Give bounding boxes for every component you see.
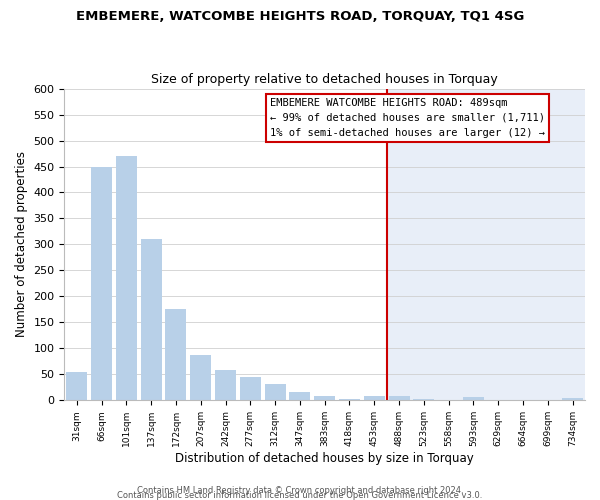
- Bar: [190, 354, 211, 401]
- Bar: [364, 396, 385, 400]
- Bar: [386, 88, 585, 401]
- Bar: [140, 240, 162, 400]
- Bar: [339, 399, 360, 400]
- Bar: [91, 166, 112, 400]
- Bar: [64, 88, 386, 401]
- Bar: [289, 392, 310, 400]
- Text: Contains HM Land Registry data © Crown copyright and database right 2024.: Contains HM Land Registry data © Crown c…: [137, 486, 463, 495]
- Text: EMBEMERE, WATCOMBE HEIGHTS ROAD, TORQUAY, TQ1 4SG: EMBEMERE, WATCOMBE HEIGHTS ROAD, TORQUAY…: [76, 10, 524, 23]
- Bar: [116, 156, 137, 400]
- Bar: [240, 378, 261, 400]
- Bar: [413, 399, 434, 400]
- Bar: [265, 384, 286, 400]
- Y-axis label: Number of detached properties: Number of detached properties: [15, 152, 28, 338]
- Bar: [463, 397, 484, 400]
- Bar: [215, 370, 236, 400]
- Bar: [389, 396, 410, 400]
- Bar: [562, 398, 583, 400]
- Title: Size of property relative to detached houses in Torquay: Size of property relative to detached ho…: [151, 73, 498, 86]
- Text: Contains public sector information licensed under the Open Government Licence v3: Contains public sector information licen…: [118, 491, 482, 500]
- Bar: [166, 310, 187, 400]
- Bar: [66, 372, 88, 400]
- Text: EMBEMERE WATCOMBE HEIGHTS ROAD: 489sqm
← 99% of detached houses are smaller (1,7: EMBEMERE WATCOMBE HEIGHTS ROAD: 489sqm ←…: [270, 98, 545, 138]
- Bar: [314, 396, 335, 400]
- X-axis label: Distribution of detached houses by size in Torquay: Distribution of detached houses by size …: [175, 452, 474, 465]
